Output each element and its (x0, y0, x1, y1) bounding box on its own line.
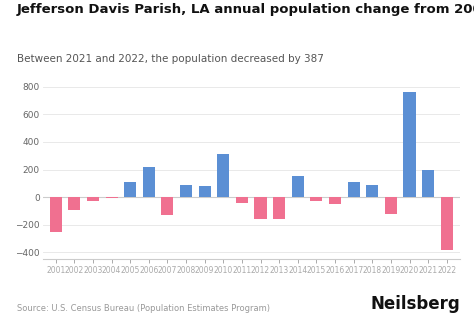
Bar (422, 170, 434, 197)
Bar (347, 182, 360, 197)
Bar (273, 197, 285, 219)
Bar (403, 92, 416, 197)
Bar (199, 186, 211, 197)
Text: Jefferson Davis Parish, LA annual population change from 2000 to 2022: Jefferson Davis Parish, LA annual popula… (17, 3, 474, 16)
Bar (292, 176, 304, 197)
Bar (143, 167, 155, 197)
Bar (161, 197, 173, 215)
Bar (255, 197, 266, 219)
Bar (106, 197, 118, 198)
Bar (236, 197, 248, 203)
Bar (68, 197, 81, 210)
Bar (50, 197, 62, 232)
Bar (385, 197, 397, 214)
Bar (366, 185, 378, 197)
Bar (329, 197, 341, 204)
Bar (124, 182, 136, 197)
Text: Source: U.S. Census Bureau (Population Estimates Program): Source: U.S. Census Bureau (Population E… (17, 304, 270, 313)
Bar (180, 185, 192, 197)
Bar (441, 197, 453, 251)
Bar (310, 197, 322, 201)
Text: Neilsberg: Neilsberg (370, 295, 460, 313)
Bar (217, 155, 229, 197)
Bar (87, 197, 99, 201)
Text: Between 2021 and 2022, the population decreased by 387: Between 2021 and 2022, the population de… (17, 54, 323, 64)
